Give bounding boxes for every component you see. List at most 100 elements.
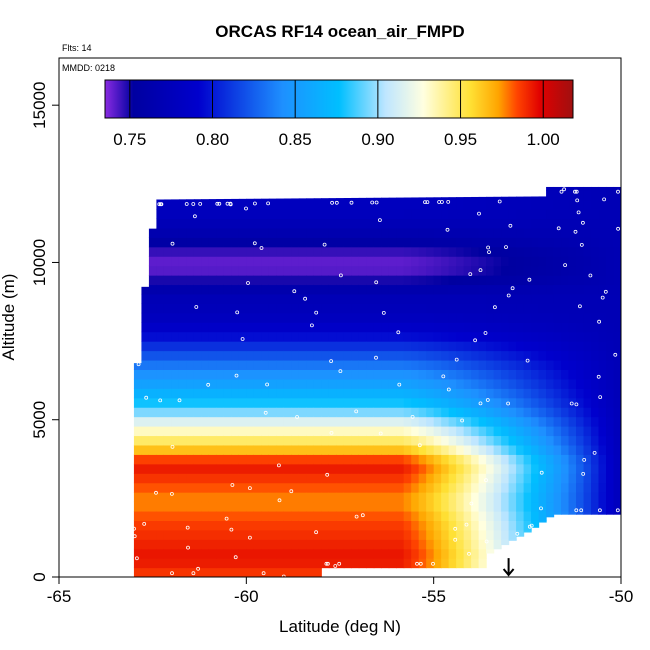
heatmap-cell — [403, 454, 412, 465]
heatmap-cell — [283, 416, 292, 427]
heatmap-cell — [463, 426, 472, 437]
heatmap-cell — [576, 369, 585, 380]
heatmap-cell — [546, 312, 555, 323]
heatmap-cell — [576, 454, 585, 465]
heatmap-cell — [553, 322, 562, 333]
heatmap-cell — [403, 548, 412, 559]
heatmap-cell — [456, 463, 465, 474]
heatmap-cell — [478, 208, 487, 220]
heatmap-cell — [141, 548, 150, 559]
heatmap-cell — [381, 558, 390, 569]
heatmap-cell — [373, 312, 382, 323]
heatmap-cell — [561, 388, 570, 399]
y-tick-label: 10000 — [30, 239, 49, 286]
heatmap-cell — [343, 416, 352, 427]
heatmap-cell — [141, 303, 150, 314]
heatmap-cell — [501, 473, 510, 484]
track-sample-point — [303, 296, 308, 301]
heatmap-cell — [493, 322, 502, 333]
heatmap-cell — [171, 435, 180, 446]
heatmap-cell — [433, 265, 442, 276]
heatmap-cell — [193, 492, 202, 503]
heatmap-cell — [253, 482, 262, 493]
heatmap-cell — [418, 369, 427, 380]
heatmap-cell — [486, 369, 495, 380]
heatmap-cell — [403, 397, 412, 408]
heatmap-cell — [231, 567, 240, 577]
heatmap-cell — [223, 473, 232, 484]
heatmap-cell — [486, 529, 495, 540]
heatmap-cell — [171, 378, 180, 389]
heatmap-cell — [538, 369, 547, 380]
heatmap-cell — [148, 444, 158, 455]
heatmap-cell — [381, 548, 390, 559]
heatmap-cell — [231, 331, 240, 342]
heatmap-cell — [171, 539, 180, 550]
heatmap-cell — [508, 256, 517, 267]
heatmap-cell — [216, 350, 225, 361]
heatmap-cell — [456, 312, 465, 323]
heatmap-cell — [538, 256, 547, 267]
heatmap-cell — [171, 388, 180, 399]
track-sample-point — [592, 450, 597, 455]
heatmap-cell — [306, 539, 315, 550]
heatmap-cell — [456, 397, 465, 408]
heatmap-cell — [268, 473, 277, 484]
heatmap-cell — [471, 558, 480, 569]
heatmap-cell — [163, 539, 172, 550]
heatmap-cell — [201, 482, 210, 493]
heatmap-cell — [306, 303, 315, 314]
heatmap-cell — [351, 426, 360, 437]
heatmap-cell — [418, 473, 427, 484]
heatmap-cell — [223, 369, 232, 380]
heatmap-cell — [208, 322, 217, 333]
heatmap-cell — [336, 265, 345, 276]
heatmap-cell — [433, 388, 442, 399]
heatmap-cell — [576, 378, 585, 389]
track-sample-point — [603, 289, 608, 294]
heatmap-cell — [508, 237, 517, 248]
track-sample-point — [154, 490, 158, 495]
heatmap-cell — [486, 501, 495, 512]
heatmap-cell — [583, 284, 592, 295]
heatmap-cell — [253, 256, 262, 267]
heatmap-cell — [448, 359, 457, 370]
heatmap-cell — [373, 463, 382, 474]
heatmap-cell — [576, 350, 585, 361]
heatmap-cell — [298, 416, 307, 427]
heatmap-cell — [358, 397, 367, 408]
track-sample-point — [233, 555, 238, 560]
heatmap-cell — [178, 558, 187, 569]
heatmap-cell — [373, 331, 382, 342]
heatmap-cell — [388, 237, 397, 248]
heatmap-cell — [523, 378, 532, 389]
heatmap-cell — [531, 256, 540, 267]
heatmap-cell — [411, 463, 420, 474]
heatmap-cell — [373, 246, 382, 257]
heatmap-cell — [313, 548, 322, 559]
heatmap-cell — [298, 567, 307, 577]
heatmap-cell — [426, 473, 435, 484]
heatmap-cell — [441, 444, 450, 455]
heatmap-cell — [568, 444, 577, 455]
heatmap-cell — [418, 539, 427, 550]
heatmap-cell — [253, 218, 262, 229]
heatmap-cell — [411, 520, 420, 531]
heatmap-cell — [501, 426, 510, 437]
heatmap-cell — [508, 397, 517, 408]
heatmap-cell — [193, 567, 202, 577]
heatmap-cell — [396, 359, 405, 370]
heatmap-cell — [366, 303, 375, 314]
heatmap-cell — [523, 454, 532, 465]
heatmap-cell — [238, 369, 247, 380]
heatmap-cell — [418, 501, 427, 512]
heatmap-cell — [141, 558, 150, 569]
heatmap-cell — [238, 256, 247, 267]
heatmap-cell — [313, 454, 322, 465]
heatmap-cell — [493, 473, 502, 484]
heatmap-cell — [208, 388, 217, 399]
heatmap-cell — [448, 548, 457, 559]
heatmap-cell — [426, 444, 435, 455]
heatmap-cell — [523, 492, 532, 503]
heatmap-cell — [448, 293, 457, 304]
